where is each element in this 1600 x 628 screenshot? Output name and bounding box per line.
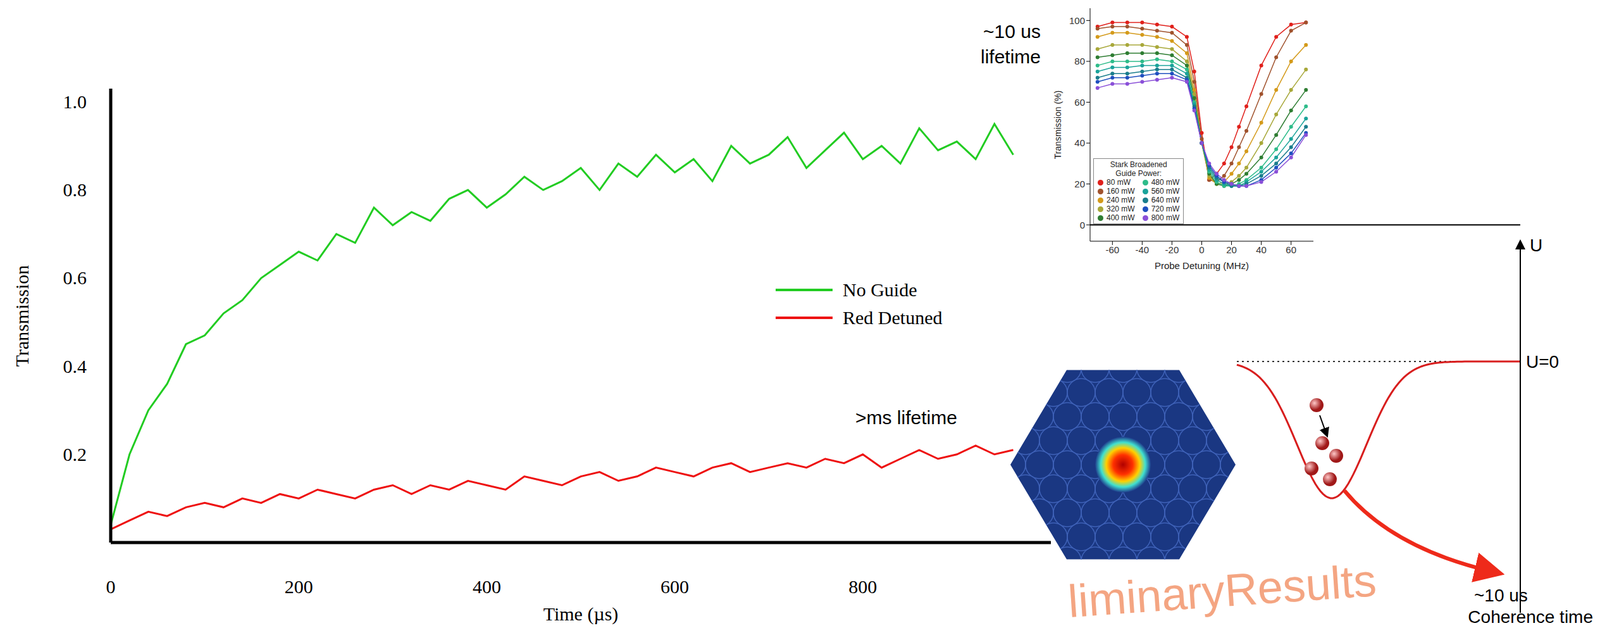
html-text:Probe Detuning (MHz): Probe Detuning (MHz): [1154, 260, 1249, 271]
svg-text:60: 60: [1285, 244, 1297, 255]
html-text:lifetime: lifetime: [980, 46, 1041, 68]
svg-text:Coherence time: Coherence time: [1467, 606, 1594, 627]
html-text:800 mW: 800 mW: [1151, 213, 1180, 223]
svg-text:400: 400: [472, 575, 502, 597]
html-text:640 mW: 640 mW: [1151, 195, 1180, 205]
html-text:560 mW: 560 mW: [1151, 186, 1180, 196]
svg-text:0: 0: [106, 575, 116, 597]
svg-text:80: 80: [1074, 55, 1086, 67]
svg-text:-60: -60: [1105, 244, 1120, 255]
html-text:400 mW: 400 mW: [1106, 213, 1135, 223]
html-text:Stark Broadened: Stark Broadened: [1110, 160, 1168, 169]
svg-text:-40: -40: [1135, 244, 1150, 255]
html-text:720 mW: 720 mW: [1151, 204, 1180, 214]
html-text:No Guide: No Guide: [842, 279, 918, 300]
svg-text:0: 0: [1079, 219, 1086, 231]
svg-text:~10 us: ~10 us: [1474, 585, 1528, 605]
html-text:480 mW: 480 mW: [1151, 177, 1180, 187]
svg-text:U=0: U=0: [1525, 351, 1559, 372]
html-text:Guide Power:: Guide Power:: [1115, 168, 1162, 178]
svg-text:U: U: [1529, 235, 1543, 255]
html-text:>ms lifetime: >ms lifetime: [855, 406, 958, 428]
html-text:Time (µs): Time (µs): [543, 602, 619, 624]
html-text:Transmission: Transmission: [11, 264, 33, 367]
svg-text:0.8: 0.8: [63, 179, 88, 200]
svg-text:-20: -20: [1165, 244, 1180, 255]
svg-text:100: 100: [1069, 15, 1086, 26]
html-text:80 mW: 80 mW: [1106, 177, 1131, 187]
svg-text:20: 20: [1226, 244, 1237, 255]
svg-text:1.0: 1.0: [63, 91, 88, 112]
html-text:240 mW: 240 mW: [1106, 195, 1135, 205]
html-text:Transmission (%): Transmission (%): [1052, 90, 1063, 159]
svg-text:800: 800: [848, 575, 877, 597]
svg-text:0: 0: [1198, 244, 1204, 255]
svg-text:0.6: 0.6: [63, 266, 88, 288]
html-text:~10 us: ~10 us: [983, 20, 1041, 42]
svg-text:0.4: 0.4: [63, 355, 88, 377]
html-text:320 mW: 320 mW: [1106, 204, 1135, 214]
svg-text:40: 40: [1255, 244, 1267, 255]
svg-text:600: 600: [660, 575, 689, 597]
svg-text:liminaryResults: liminaryResults: [1066, 554, 1378, 627]
html-text:160 mW: 160 mW: [1106, 186, 1135, 196]
svg-text:20: 20: [1074, 178, 1086, 190]
html-text:Red Detuned: Red Detuned: [842, 306, 943, 328]
svg-text:200: 200: [284, 575, 314, 597]
svg-text:40: 40: [1074, 137, 1086, 149]
svg-text:0.2: 0.2: [63, 443, 88, 465]
svg-text:60: 60: [1074, 96, 1086, 108]
